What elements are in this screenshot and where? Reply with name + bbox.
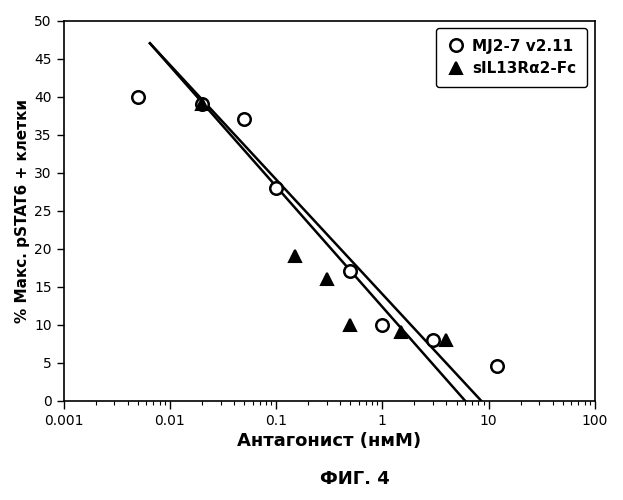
Y-axis label: % Макс. pSTAT6 + клетки: % Макс. pSTAT6 + клетки: [15, 98, 30, 322]
MJ2-7 v2.11: [240, 116, 248, 122]
MJ2-7 v2.11: [272, 185, 280, 191]
sIL13Rα2-Fc: [198, 101, 206, 107]
sIL13Rα2-Fc: [397, 329, 405, 335]
Line: sIL13Rα2-Fc: sIL13Rα2-Fc: [196, 98, 452, 346]
MJ2-7 v2.11: [493, 364, 501, 370]
MJ2-7 v2.11: [134, 94, 141, 100]
MJ2-7 v2.11: [198, 101, 206, 107]
Text: ФИГ. 4: ФИГ. 4: [320, 470, 390, 488]
MJ2-7 v2.11: [379, 322, 386, 328]
sIL13Rα2-Fc: [323, 276, 331, 282]
MJ2-7 v2.11: [429, 337, 437, 343]
Line: MJ2-7 v2.11: MJ2-7 v2.11: [131, 90, 503, 372]
MJ2-7 v2.11: [346, 268, 354, 274]
sIL13Rα2-Fc: [442, 337, 450, 343]
sIL13Rα2-Fc: [346, 322, 354, 328]
X-axis label: Антагонист (нмМ): Антагонист (нмМ): [237, 432, 421, 450]
sIL13Rα2-Fc: [291, 253, 298, 259]
Legend: MJ2-7 v2.11, sIL13Rα2-Fc: MJ2-7 v2.11, sIL13Rα2-Fc: [435, 28, 587, 87]
